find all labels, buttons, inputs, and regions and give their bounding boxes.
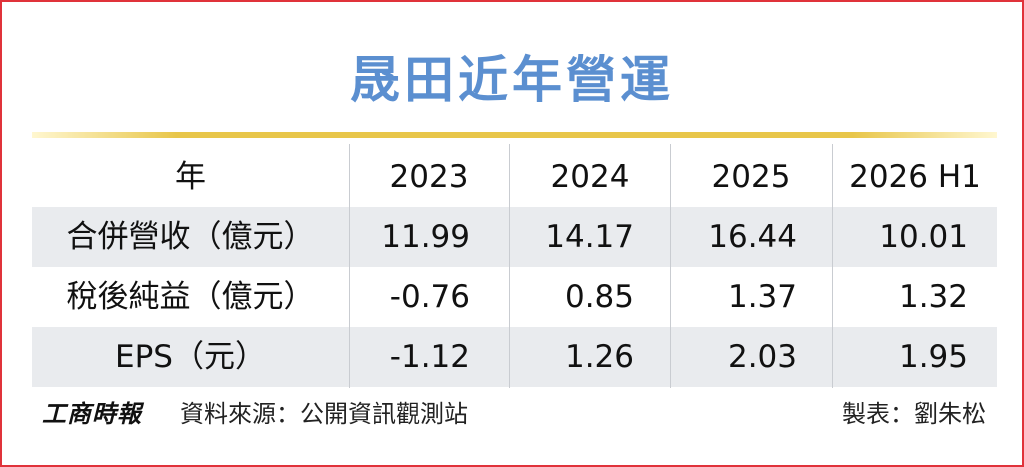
column-line <box>670 144 671 388</box>
header-cell: 2026 H1 <box>849 159 981 195</box>
value-cell: 1.95 <box>898 339 968 375</box>
header-cell: 2025 <box>711 159 791 195</box>
value-cell: 1.32 <box>898 279 968 315</box>
value-cell: -0.76 <box>389 279 470 315</box>
value-cell: -1.12 <box>389 339 470 375</box>
row-label: 合併營收（億元） <box>66 219 315 255</box>
row-band <box>32 327 997 387</box>
row-label: 稅後純益（億元） <box>66 279 315 315</box>
divider <box>32 132 997 138</box>
header-cell: 2023 <box>389 159 469 195</box>
value-cell: 2.03 <box>727 339 797 375</box>
value-cell: 11.99 <box>381 219 470 255</box>
value-cell: 10.01 <box>879 219 968 255</box>
value-cell: 0.85 <box>564 279 634 315</box>
column-line <box>832 144 833 388</box>
value-cell: 1.37 <box>727 279 797 315</box>
credit: 製表：劉朱松 <box>842 400 986 428</box>
row-band <box>32 207 997 267</box>
row-label: EPS（元） <box>115 339 266 375</box>
header-cell: 年 <box>175 159 206 195</box>
logo: 工商時報 <box>42 400 142 428</box>
value-cell: 16.44 <box>708 219 797 255</box>
title: 晟田近年營運 <box>350 51 674 109</box>
column-line <box>349 144 350 388</box>
header-cell: 2024 <box>550 159 630 195</box>
value-cell: 1.26 <box>564 339 634 375</box>
source: 資料來源：公開資訊觀測站 <box>180 400 468 428</box>
value-cell: 14.17 <box>545 219 634 255</box>
column-line <box>509 144 510 388</box>
